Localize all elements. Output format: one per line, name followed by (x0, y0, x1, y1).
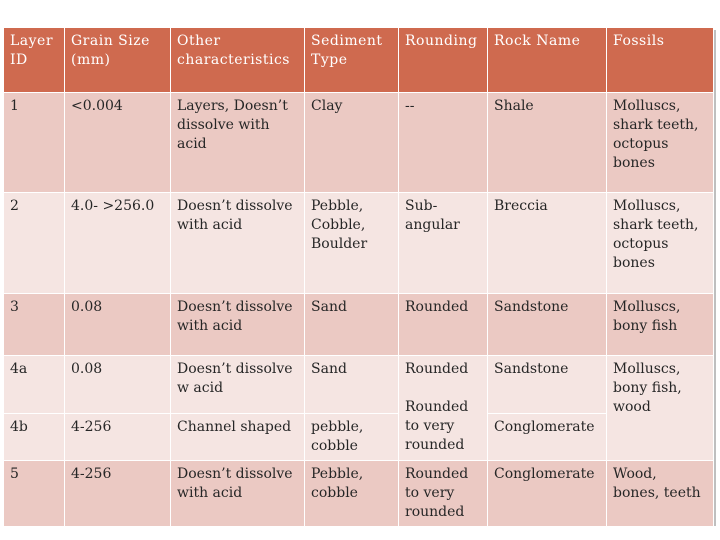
rounding-layer-4a: Rounded (405, 361, 469, 377)
cell-other: Doesn’t dissolve with acid (170, 293, 305, 356)
cell-rock-name: Sandstone (487, 355, 607, 414)
cell-grain-size: 4-256 (64, 460, 171, 527)
cell-rock-name: Conglomerate (487, 460, 607, 527)
table-row-layer-4b: 4b 4-256 Channel shaped pebble, cobble C… (3, 413, 714, 461)
cell-grain-size: 0.08 (64, 293, 171, 356)
cell-sediment: Sand (304, 293, 399, 356)
header-sediment-type: Sediment Type (304, 27, 399, 93)
cell-fossils: Molluscs, shark teeth, octopus bones (606, 92, 714, 193)
cell-rock-name: Breccia (487, 192, 607, 294)
cell-layer-id: 3 (3, 293, 65, 356)
cell-other: Doesn’t dissolve with acid (170, 192, 305, 294)
cell-fossils: Molluscs, bony fish (606, 293, 714, 356)
cell-other: Layers, Doesn’t dissolve with acid (170, 92, 305, 193)
cell-layer-id: 4b (3, 413, 65, 461)
cell-grain-size: <0.004 (64, 92, 171, 193)
cell-fossils-merged: Molluscs, bony fish, wood (606, 355, 714, 461)
cell-fossils: Wood, bones, teeth (606, 460, 714, 527)
header-other-characteristics: Other characteristics (170, 27, 305, 93)
header-layer-id: Layer ID (3, 27, 65, 93)
cell-rounding: Rounded (398, 293, 488, 356)
cell-fossils: Molluscs, shark teeth, octopus bones (606, 192, 714, 294)
cell-rock-name: Conglomerate (487, 413, 607, 461)
cell-sediment: Pebble, Cobble, Boulder (304, 192, 399, 294)
header-rounding: Rounding (398, 27, 488, 93)
cell-layer-id: 1 (3, 92, 65, 193)
cell-layer-id: 4a (3, 355, 65, 414)
cell-sediment: Pebble, cobble (304, 460, 399, 527)
cell-rock-name: Shale (487, 92, 607, 193)
cell-sediment: Clay (304, 92, 399, 193)
table-row-layer-1: 1 <0.004 Layers, Doesn’t dissolve with a… (3, 92, 714, 193)
cell-rounding: -- (398, 92, 488, 193)
cell-layer-id: 2 (3, 192, 65, 294)
cell-rounding-merged: Rounded Rounded to very rounded (398, 355, 488, 461)
cell-grain-size: 4-256 (64, 413, 171, 461)
cell-other: Channel shaped (170, 413, 305, 461)
cell-grain-size: 0.08 (64, 355, 171, 414)
cell-other: Doesn’t dissolve with acid (170, 460, 305, 527)
header-row: Layer ID Grain Size (mm) Other character… (3, 27, 714, 93)
cell-rounding: Sub-angular (398, 192, 488, 294)
table-row-layer-4a: 4a 0.08 Doesn’t dissolve w acid Sand Rou… (3, 355, 714, 461)
header-rock-name: Rock Name (487, 27, 607, 93)
cell-sediment: pebble, cobble (304, 413, 399, 461)
header-grain-size: Grain Size (mm) (64, 27, 171, 93)
rounding-layer-4b: Rounded to very rounded (405, 399, 469, 453)
cell-layer-id: 5 (3, 460, 65, 527)
header-fossils: Fossils (606, 27, 714, 93)
table-row-layer-5: 5 4-256 Doesn’t dissolve with acid Pebbl… (3, 460, 714, 527)
cell-other: Doesn’t dissolve w acid (170, 355, 305, 414)
cell-rock-name: Sandstone (487, 293, 607, 356)
cell-sediment: Sand (304, 355, 399, 414)
sediment-layers-table: Layer ID Grain Size (mm) Other character… (3, 27, 714, 527)
cell-grain-size: 4.0- >256.0 (64, 192, 171, 294)
table-row-layer-3: 3 0.08 Doesn’t dissolve with acid Sand R… (3, 293, 714, 356)
table-row-layer-2: 2 4.0- >256.0 Doesn’t dissolve with acid… (3, 192, 714, 294)
cell-rounding: Rounded to very rounded (398, 460, 488, 527)
